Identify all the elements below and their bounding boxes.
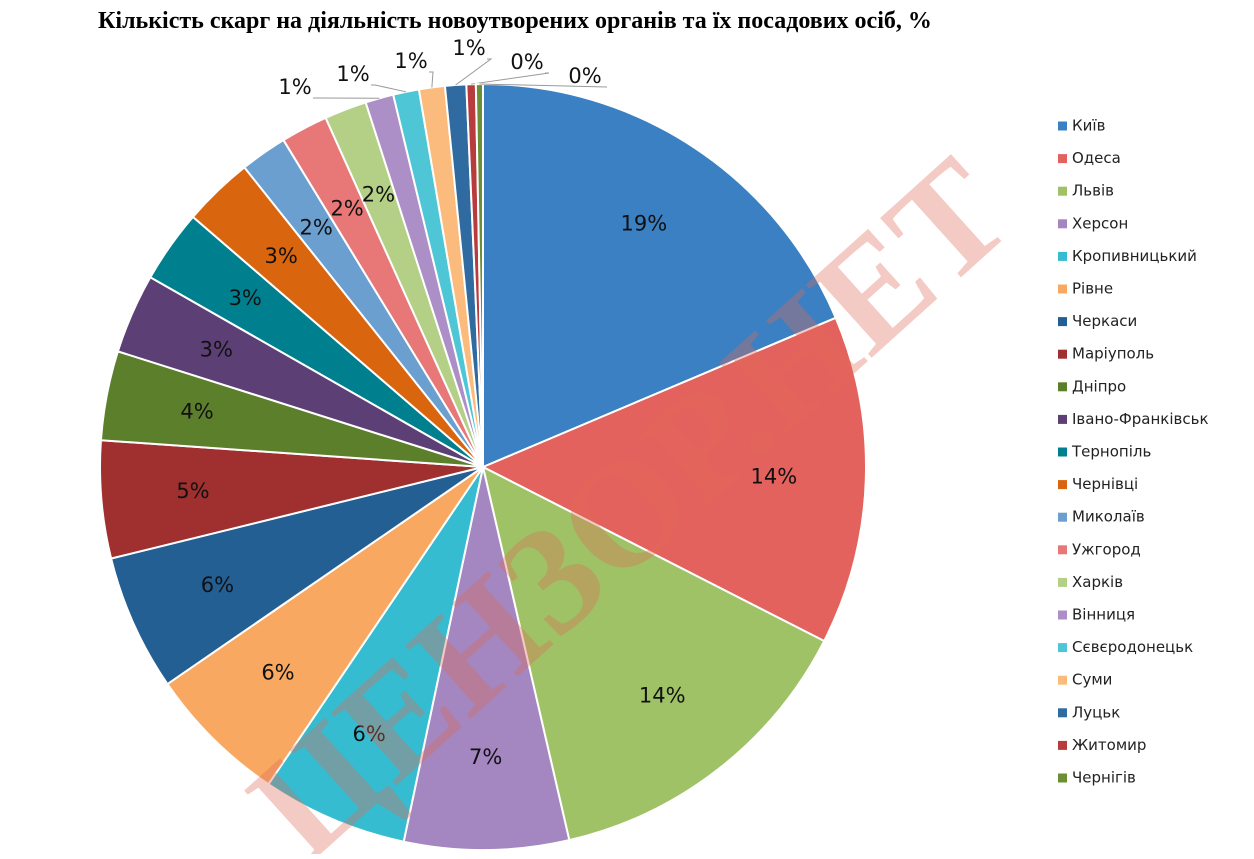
legend-label: Тернопіль — [1071, 443, 1151, 461]
legend-label: Ужгород — [1072, 540, 1141, 558]
legend-swatch — [1058, 154, 1067, 163]
legend-label: Одеса — [1072, 149, 1121, 167]
data-label: 2% — [300, 215, 333, 239]
data-label: 1% — [394, 49, 427, 73]
data-label: 0% — [510, 50, 543, 74]
legend-label: Житомир — [1072, 736, 1146, 754]
legend-swatch — [1058, 317, 1067, 326]
leader-line — [456, 59, 491, 85]
legend-swatch — [1058, 545, 1067, 554]
legend-label: Сєвєродонецьк — [1072, 638, 1193, 656]
legend-swatch — [1058, 741, 1067, 750]
legend-label: Дніпро — [1072, 377, 1126, 395]
legend-swatch — [1058, 676, 1067, 685]
legend-swatch — [1058, 350, 1067, 359]
data-label: 3% — [229, 286, 262, 310]
legend-label: Київ — [1072, 117, 1105, 135]
legend: Київ Одеса Львів Херсон Кропивницький Рівне Че… — [1058, 117, 1209, 787]
data-label: 1% — [278, 75, 311, 99]
legend-label: Черкаси — [1072, 312, 1137, 330]
legend-label: Миколаїв — [1072, 508, 1145, 526]
data-label: 4% — [180, 399, 213, 423]
data-label: 3% — [265, 244, 298, 268]
data-label: 2% — [362, 182, 395, 206]
legend-label: Суми — [1072, 671, 1112, 689]
data-label: 0% — [568, 64, 601, 88]
chart-title: Кількість скарг на діяльність новоутворе… — [98, 8, 932, 34]
legend-swatch — [1058, 122, 1067, 131]
legend-swatch — [1058, 611, 1067, 620]
data-label: 1% — [452, 36, 485, 60]
legend-swatch — [1058, 480, 1067, 489]
legend-swatch — [1058, 219, 1067, 228]
legend-label: Рівне — [1072, 280, 1113, 298]
data-label: 6% — [261, 661, 294, 685]
legend-label: Маріуполь — [1072, 345, 1154, 363]
data-label: 3% — [200, 337, 233, 361]
leader-line — [429, 72, 433, 87]
legend-swatch — [1058, 578, 1067, 587]
legend-label: Луцьк — [1072, 703, 1120, 721]
data-label: 6% — [201, 573, 234, 597]
legend-label: Чернігів — [1072, 769, 1136, 787]
legend-swatch — [1058, 448, 1067, 457]
legend-swatch — [1058, 708, 1067, 717]
legend-swatch — [1058, 513, 1067, 522]
data-label: 14% — [639, 683, 686, 707]
legend-label: Харків — [1072, 573, 1123, 591]
legend-label: Львів — [1072, 182, 1114, 200]
leader-line — [471, 73, 549, 84]
legend-swatch — [1058, 252, 1067, 261]
legend-swatch — [1058, 382, 1067, 391]
data-label: 19% — [620, 211, 667, 235]
legend-label: Кропивницький — [1072, 247, 1197, 265]
legend-label: Чернівці — [1072, 475, 1138, 493]
legend-label: Вінниця — [1072, 606, 1135, 624]
legend-label: Херсон — [1072, 214, 1128, 232]
data-label: 2% — [330, 197, 363, 221]
legend-swatch — [1058, 774, 1067, 783]
legend-swatch — [1058, 285, 1067, 294]
data-label: 5% — [176, 479, 209, 503]
data-label: 1% — [336, 62, 369, 86]
legend-swatch — [1058, 415, 1067, 424]
legend-swatch — [1058, 643, 1067, 652]
legend-swatch — [1058, 187, 1067, 196]
leader-line — [371, 85, 406, 92]
legend-label: Івано-Франківськ — [1072, 410, 1209, 428]
